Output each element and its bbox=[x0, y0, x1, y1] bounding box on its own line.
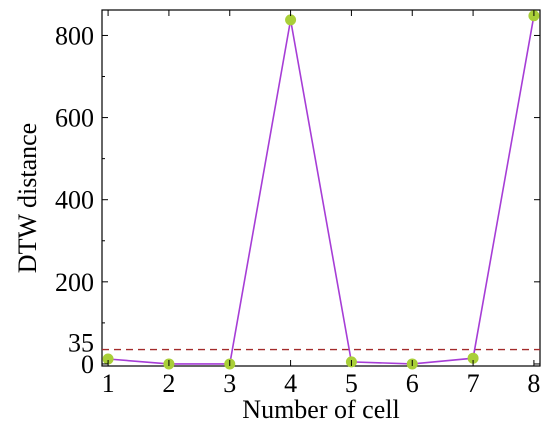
series-group bbox=[102, 10, 540, 370]
y-tick-label: 400 bbox=[55, 186, 94, 215]
x-tick-label: 2 bbox=[162, 369, 175, 398]
threshold-label: 35 bbox=[68, 329, 94, 358]
x-tick-label: 8 bbox=[527, 369, 540, 398]
y-axis-label: DTW distance bbox=[13, 123, 42, 273]
y-tick-label: 800 bbox=[55, 21, 94, 50]
series-line bbox=[108, 15, 535, 365]
x-ticks: 1 2 3 4 5 6 7 8 bbox=[102, 10, 540, 398]
x-tick-label: 6 bbox=[406, 369, 419, 398]
data-point bbox=[467, 352, 479, 364]
x-tick-label: 7 bbox=[467, 369, 480, 398]
y-ticks: 0 200 400 600 800 bbox=[55, 21, 540, 379]
y-tick-label: 0 bbox=[81, 350, 94, 379]
y-tick-label: 200 bbox=[55, 268, 94, 297]
y-tick-label: 600 bbox=[55, 104, 94, 133]
data-point bbox=[285, 14, 297, 26]
x-tick-label: 4 bbox=[284, 369, 297, 398]
plot-frame bbox=[101, 9, 541, 367]
x-tick-label: 5 bbox=[345, 369, 358, 398]
x-tick-label: 3 bbox=[223, 369, 236, 398]
threshold-group: 35 bbox=[68, 329, 540, 358]
plot-border bbox=[101, 9, 541, 367]
x-axis-label: Number of cell bbox=[242, 395, 399, 424]
data-point bbox=[102, 353, 114, 365]
x-tick-label: 1 bbox=[102, 369, 115, 398]
